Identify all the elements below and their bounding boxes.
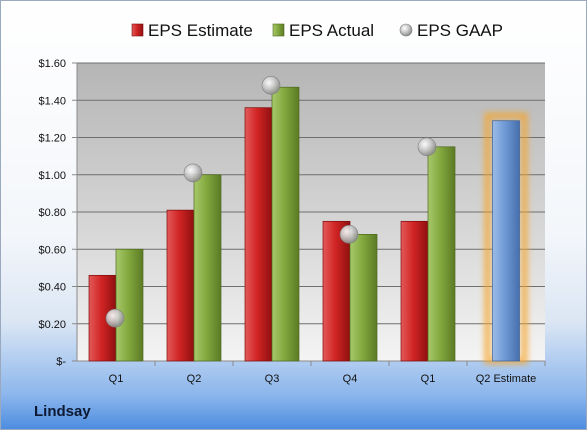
bars — [88, 76, 528, 365]
eps-estimate-bar — [244, 107, 273, 362]
y-tick-label: $0.20 — [38, 319, 66, 331]
eps-actual-bar — [115, 248, 144, 362]
x-tick-label: Q1 — [109, 373, 124, 385]
company-name: Lindsay — [34, 403, 91, 420]
x-tick-label: Q4 — [343, 373, 358, 385]
eps-gaap-marker — [261, 76, 281, 95]
y-tick-label: $1.20 — [38, 133, 66, 145]
eps-estimate-bar — [322, 220, 351, 362]
x-tick-label: Q3 — [265, 373, 280, 385]
eps-actual-bar — [349, 234, 378, 362]
eps-actual-bar — [271, 86, 300, 362]
eps-gaap-marker — [339, 225, 359, 244]
eps-actual-bar — [193, 174, 222, 362]
legend-label: EPS Actual — [289, 21, 374, 40]
eps-forecast-bar — [492, 120, 520, 362]
eps-estimate-bar — [166, 209, 195, 362]
x-tick-label: Q2 Estimate — [476, 373, 537, 385]
eps-actual-bar — [427, 146, 456, 362]
legend-eps-estimate-swatch — [131, 23, 144, 37]
y-tick-label: $0.60 — [38, 244, 66, 256]
legend-label: EPS Estimate — [148, 21, 253, 40]
legend-eps-gaap-marker — [399, 23, 413, 37]
y-tick-label: $- — [56, 356, 66, 368]
legend: EPS Estimate EPS Actual EPS GAAP — [131, 21, 503, 40]
eps-gaap-marker — [105, 308, 125, 328]
y-tick-label: $1.60 — [38, 58, 66, 70]
y-tick-label: $0.40 — [38, 282, 66, 294]
x-tick-label: Q1 — [421, 373, 436, 385]
eps-gaap-marker — [417, 137, 437, 157]
y-tick-label: $1.00 — [38, 170, 66, 182]
eps-gaap-marker — [183, 163, 203, 183]
x-tick-label: Q2 — [187, 373, 202, 385]
y-tick-label: $1.40 — [38, 95, 66, 107]
legend-label: EPS GAAP — [417, 21, 503, 40]
axes: $- $0.20 $0.40 $0.60 $0.80 $1.00 $1.20 $1.40 $1.… — [38, 58, 546, 385]
legend-eps-actual-swatch — [272, 23, 285, 37]
eps-estimate-bar — [400, 220, 429, 362]
y-tick-label: $0.80 — [38, 207, 66, 219]
